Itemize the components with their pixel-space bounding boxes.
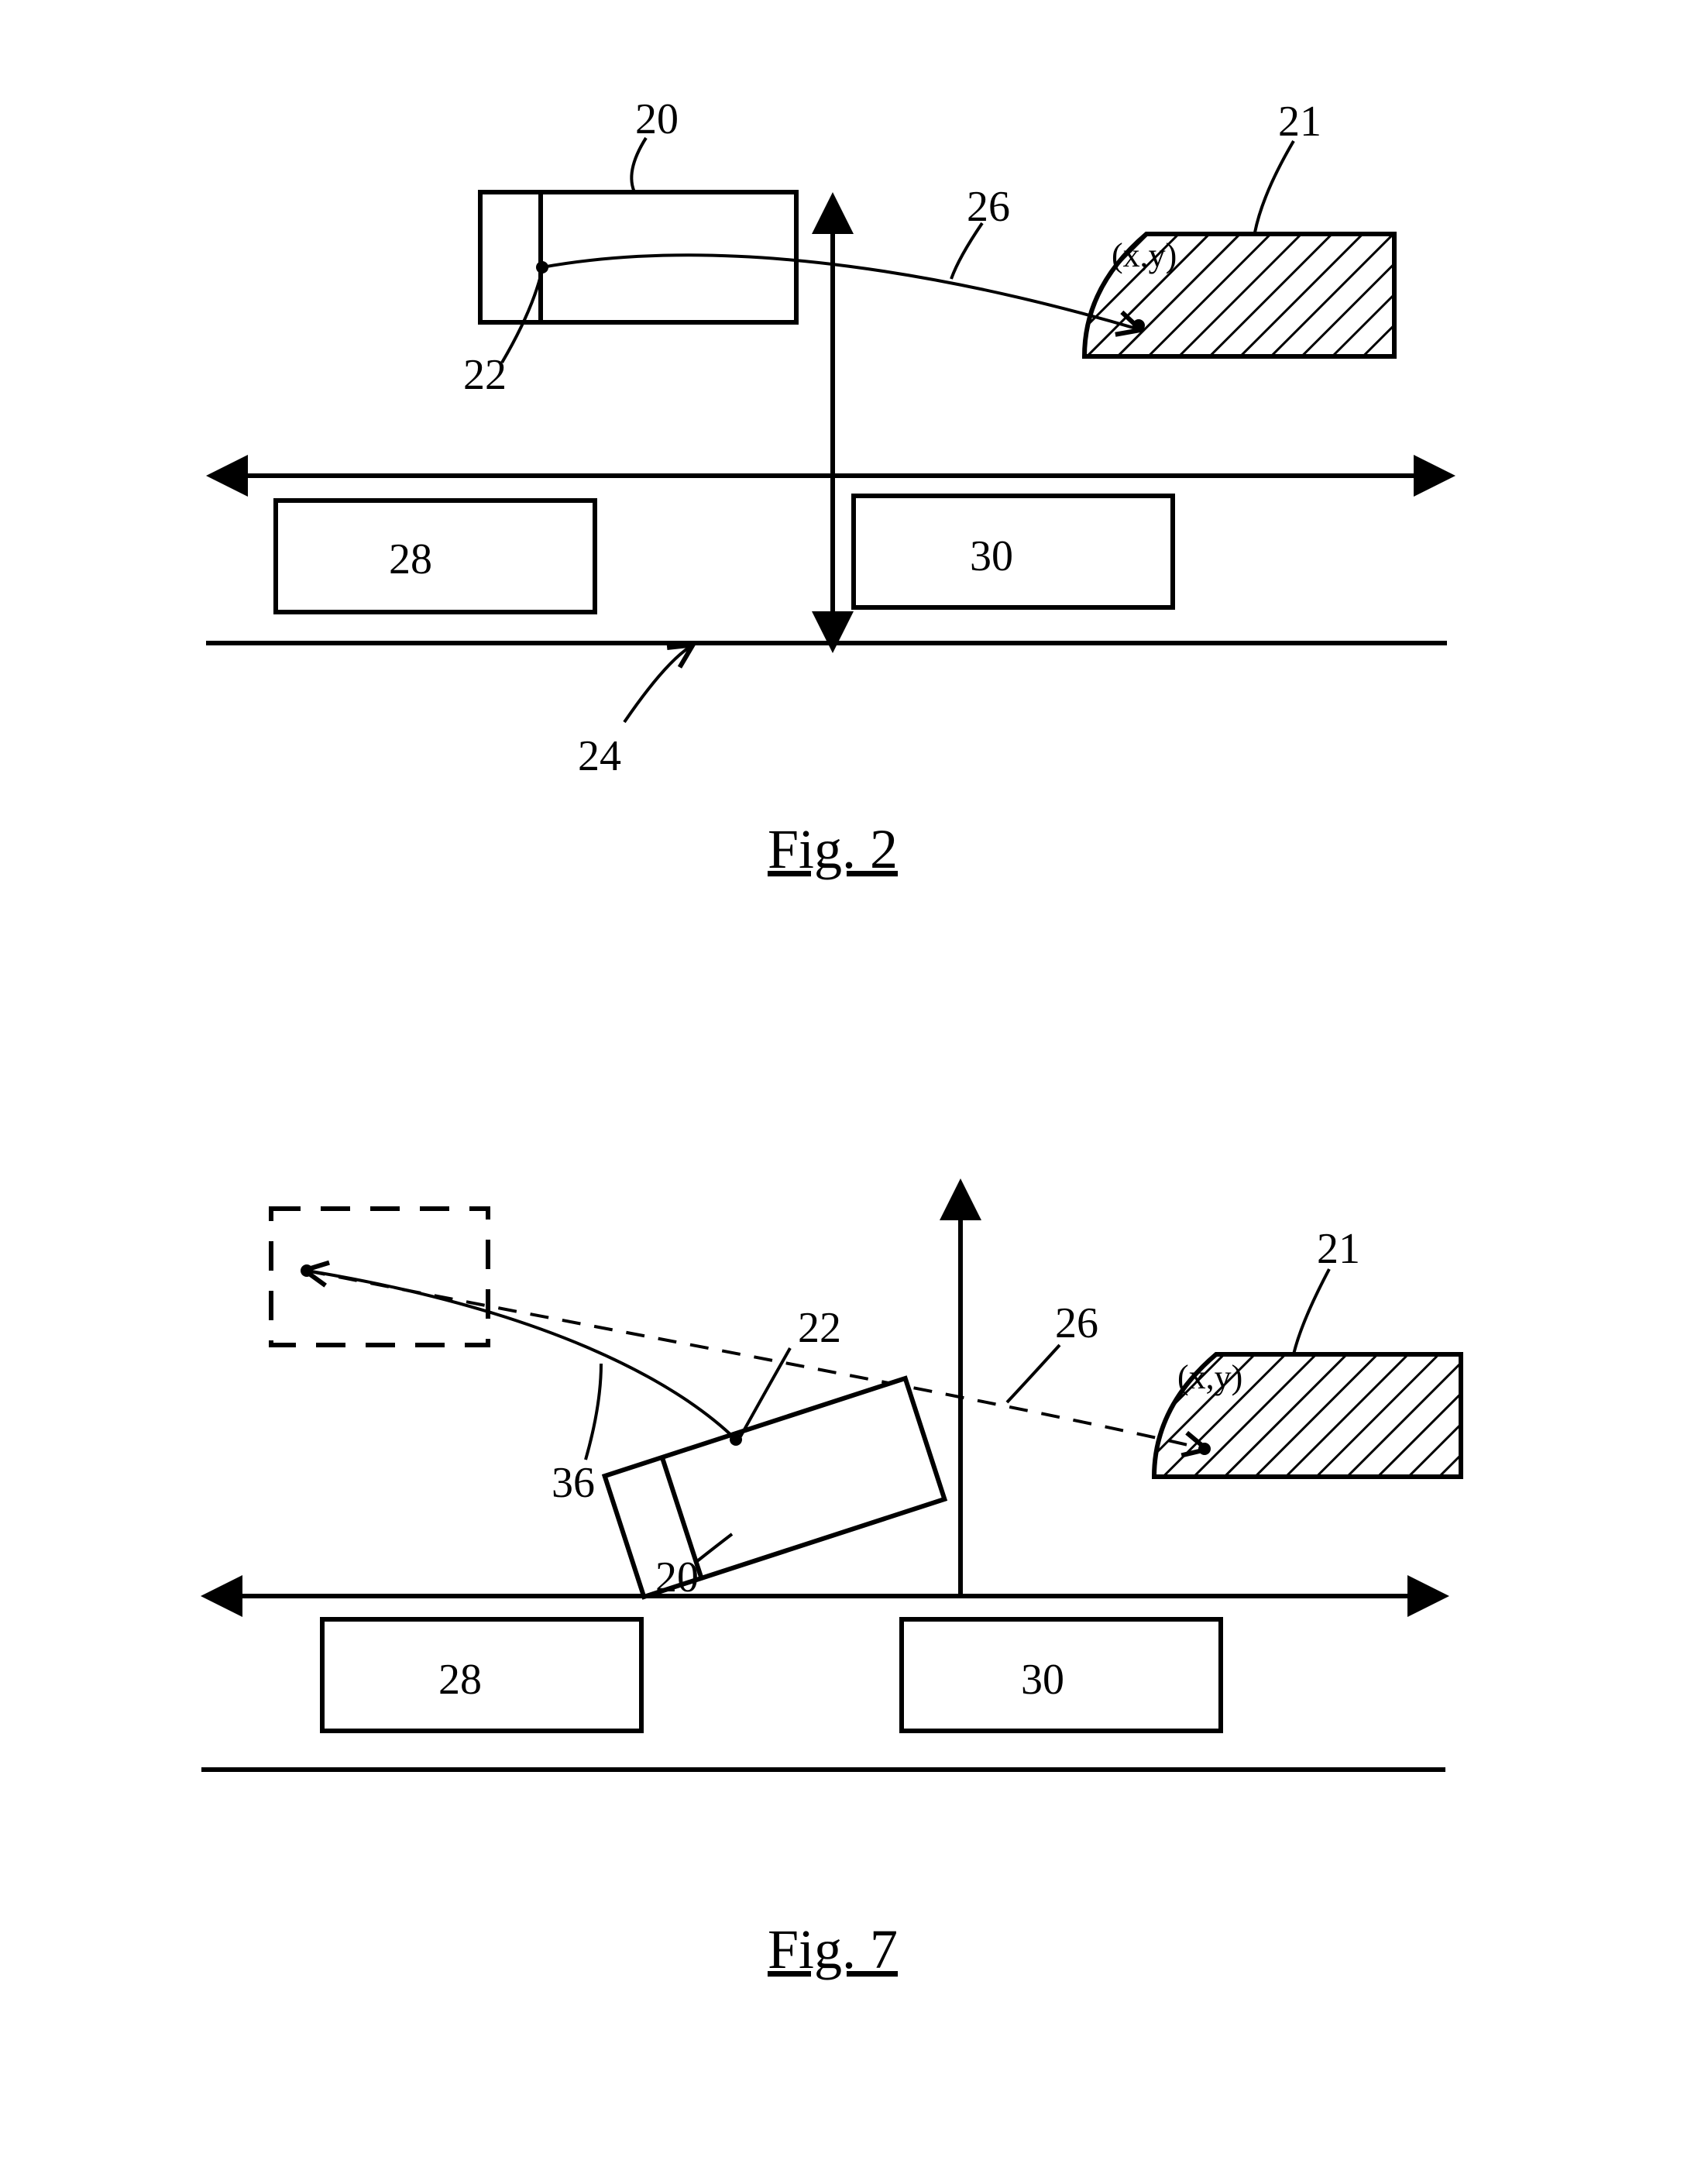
diagram-svg: 20 21 22 24 26 28 30 (x,y) Fig. 2 — [0, 0, 1708, 2157]
page-container: 20 21 22 24 26 28 30 (x,y) Fig. 2 — [0, 0, 1708, 2157]
label-21-fig7: 21 — [1317, 1225, 1360, 1273]
label-26: 26 — [967, 183, 1010, 231]
curve-36 — [307, 1271, 736, 1440]
label-36: 36 — [552, 1459, 595, 1507]
label-20-fig7: 20 — [655, 1553, 699, 1601]
leader-20 — [631, 138, 646, 194]
block-30 — [854, 496, 1173, 607]
label-28-fig7: 28 — [438, 1656, 482, 1704]
figure-7: 20 21 22 26 36 28 30 (x,y) Fig. 7 — [201, 1185, 1461, 1980]
label-22: 22 — [463, 351, 507, 399]
block-28 — [276, 501, 595, 612]
fig2-caption: Fig. 2 — [768, 818, 898, 880]
leader-21 — [1255, 141, 1294, 232]
dot-xy-fig7 — [1198, 1443, 1211, 1455]
dot-21-xy — [1132, 319, 1145, 332]
label-xy: (x,y) — [1112, 236, 1177, 274]
leader-26 — [951, 223, 982, 279]
leader-24 — [624, 646, 691, 722]
dot-left-fig7 — [301, 1264, 313, 1277]
label-20: 20 — [635, 95, 679, 143]
label-28: 28 — [389, 535, 432, 583]
leader-21-fig7 — [1294, 1269, 1329, 1354]
label-30: 30 — [970, 532, 1013, 580]
label-26-fig7: 26 — [1055, 1299, 1098, 1347]
figure-2: 20 21 22 24 26 28 30 (x,y) Fig. 2 — [206, 95, 1449, 880]
label-24: 24 — [578, 732, 621, 780]
leader-36 — [586, 1364, 601, 1460]
label-30-fig7: 30 — [1021, 1656, 1064, 1704]
label-22-fig7: 22 — [798, 1304, 841, 1352]
fig7-caption: Fig. 7 — [768, 1918, 898, 1980]
label-xy-fig7: (x,y) — [1177, 1358, 1242, 1396]
label-21: 21 — [1278, 98, 1321, 146]
dashed-box — [271, 1209, 488, 1345]
leader-26-fig7 — [1007, 1345, 1060, 1402]
block-28-fig7 — [322, 1619, 641, 1731]
